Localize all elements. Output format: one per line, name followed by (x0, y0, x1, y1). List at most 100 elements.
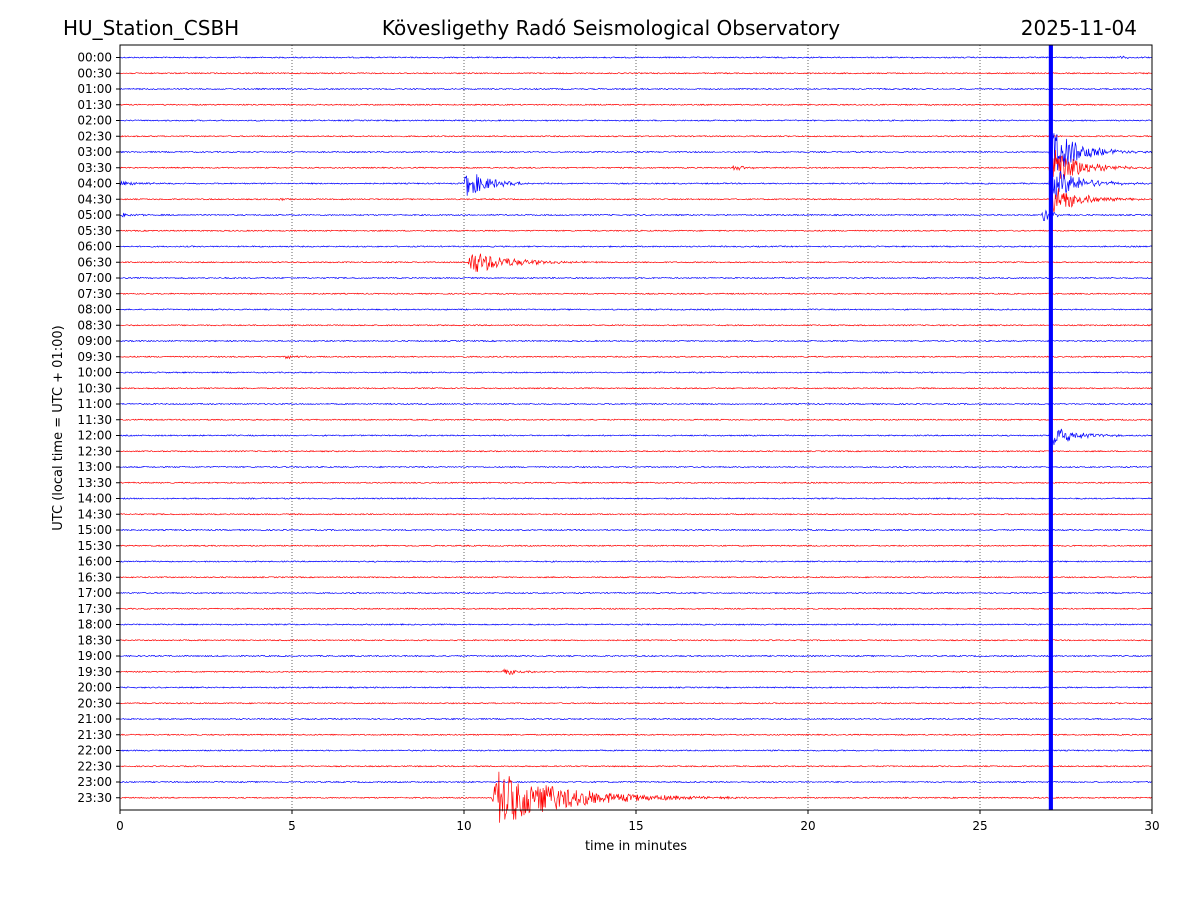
trace-07:30 (119, 292, 1153, 295)
y-tick-label-22:30: 22:30 (77, 759, 112, 773)
station-name: HU_Station_CSBH (63, 16, 239, 40)
y-tick-label-07:30: 07:30 (77, 287, 112, 301)
trace-16:00 (119, 560, 1153, 563)
trace-23:00 (119, 780, 1153, 784)
y-tick-label-02:30: 02:30 (77, 129, 112, 143)
trace-12:00 (119, 425, 1153, 446)
y-tick-label-20:30: 20:30 (77, 696, 112, 710)
y-tick-label-16:30: 16:30 (77, 570, 112, 584)
x-tick-label-5: 5 (288, 819, 296, 833)
trace-02:00 (119, 119, 1153, 122)
x-axis-ticks: 0 5 10 15 20 25 30 (116, 810, 1160, 833)
y-tick-label-19:30: 19:30 (77, 665, 112, 679)
trace-02:30 (119, 135, 1153, 138)
y-tick-label-11:30: 11:30 (77, 413, 112, 427)
vertical-saturation-band (1048, 45, 1053, 810)
trace-10:30 (120, 387, 1152, 390)
trace-13:30 (119, 481, 1153, 484)
y-tick-label-23:30: 23:30 (77, 791, 112, 805)
trace-17:00 (119, 591, 1153, 595)
y-tick-label-20:00: 20:00 (77, 681, 112, 695)
y-tick-label-18:00: 18:00 (77, 618, 112, 632)
x-tick-label-10: 10 (456, 819, 471, 833)
y-tick-label-14:00: 14:00 (77, 492, 112, 506)
trace-14:30 (119, 513, 1153, 516)
y-tick-label-00:00: 00:00 (77, 51, 112, 65)
trace-03:30 (119, 149, 1153, 179)
trace-06:00 (119, 245, 1153, 248)
y-tick-label-05:00: 05:00 (77, 208, 112, 222)
trace-20:00 (120, 686, 1153, 689)
trace-12:30 (120, 450, 1153, 453)
trace-23:30 (119, 771, 1153, 823)
y-tick-label-21:00: 21:00 (77, 712, 112, 726)
y-tick-label-22:00: 22:00 (77, 744, 112, 758)
trace-08:00 (119, 308, 1153, 311)
y-tick-label-16:00: 16:00 (77, 555, 112, 569)
trace-09:00 (119, 339, 1153, 343)
y-tick-label-01:30: 01:30 (77, 98, 112, 112)
y-tick-label-11:00: 11:00 (77, 397, 112, 411)
trace-10:00 (119, 371, 1153, 374)
y-tick-label-15:00: 15:00 (77, 523, 112, 537)
y-tick-label-07:00: 07:00 (77, 271, 112, 285)
y-tick-label-00:30: 00:30 (77, 66, 112, 80)
y-tick-label-12:30: 12:30 (77, 444, 112, 458)
y-tick-label-10:00: 10:00 (77, 366, 112, 380)
trace-04:30 (119, 187, 1153, 213)
y-tick-label-23:00: 23:00 (77, 775, 112, 789)
trace-11:30 (119, 418, 1153, 421)
trace-19:30 (119, 668, 1153, 676)
y-tick-label-12:00: 12:00 (77, 429, 112, 443)
y-axis-label: UTC (local time = UTC + 01:00) (51, 325, 66, 530)
trace-22:00 (119, 749, 1153, 752)
y-tick-label-04:30: 04:30 (77, 192, 112, 206)
trace-05:00 (119, 209, 1153, 221)
trace-11:00 (119, 402, 1153, 406)
trace-15:00 (119, 528, 1152, 532)
y-tick-label-08:30: 08:30 (77, 318, 112, 332)
observatory-title: Kövesligethy Radó Seismological Observat… (382, 16, 840, 40)
trace-13:00 (119, 465, 1153, 469)
y-tick-label-15:30: 15:30 (77, 539, 112, 553)
y-tick-label-03:30: 03:30 (77, 161, 112, 175)
trace-07:00 (119, 276, 1153, 280)
y-tick-label-01:00: 01:00 (77, 82, 112, 96)
x-tick-label-30: 30 (1144, 819, 1159, 833)
y-tick-label-05:30: 05:30 (77, 224, 112, 238)
trace-18:00 (119, 623, 1153, 626)
trace-22:30 (119, 765, 1153, 768)
y-tick-label-17:30: 17:30 (77, 602, 112, 616)
trace-20:30 (119, 702, 1153, 705)
y-tick-label-17:00: 17:00 (77, 586, 112, 600)
y-tick-label-09:30: 09:30 (77, 350, 112, 364)
y-tick-label-03:00: 03:00 (77, 145, 112, 159)
trace-19:00 (119, 654, 1153, 658)
trace-17:30 (119, 607, 1153, 610)
trace-04:00 (119, 170, 1153, 200)
trace-03:00 (119, 133, 1153, 176)
y-tick-label-14:30: 14:30 (77, 507, 112, 521)
y-tick-label-04:00: 04:00 (77, 177, 112, 191)
trace-08:30 (120, 324, 1153, 327)
trace-01:30 (120, 103, 1153, 106)
trace-00:00 (119, 55, 1153, 60)
x-tick-label-25: 25 (972, 819, 987, 833)
y-tick-label-09:00: 09:00 (77, 334, 112, 348)
y-tick-label-06:30: 06:30 (77, 255, 112, 269)
trace-09:30 (119, 355, 1153, 360)
trace-15:30 (120, 544, 1153, 547)
y-tick-label-02:00: 02:00 (77, 114, 112, 128)
trace-18:30 (119, 639, 1153, 642)
trace-06:30 (119, 253, 1153, 272)
y-tick-label-13:30: 13:30 (77, 476, 112, 490)
x-axis-label: time in minutes (585, 839, 687, 854)
y-tick-label-06:00: 06:00 (77, 240, 112, 254)
y-tick-label-18:30: 18:30 (77, 633, 112, 647)
x-tick-label-0: 0 (116, 819, 124, 833)
trace-00:30 (119, 72, 1153, 75)
trace-lines (119, 55, 1153, 823)
